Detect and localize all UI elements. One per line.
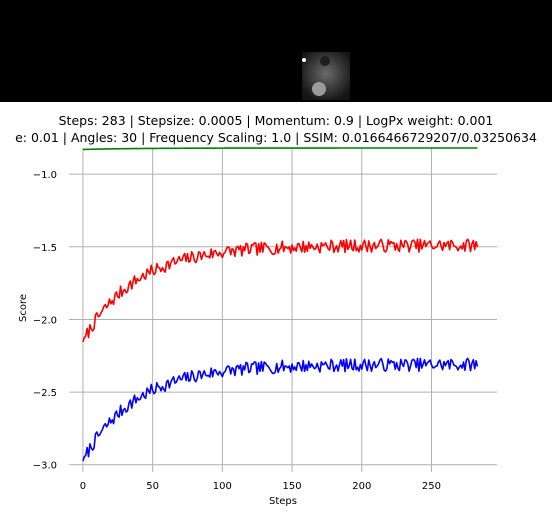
y-axis-label: Score xyxy=(18,294,29,322)
series-line-0 xyxy=(82,147,478,151)
x-tick-label: 150 xyxy=(283,481,302,492)
x-tick-label: 100 xyxy=(213,481,232,492)
y-tick-label: −2.0 xyxy=(33,315,57,326)
x-tick-label: 50 xyxy=(146,481,159,492)
x-axis-label: Steps xyxy=(269,496,297,507)
series-line-1 xyxy=(82,238,479,343)
chart-title-line-2: e: 0.01 | Angles: 30 | Frequency Scaling… xyxy=(15,130,537,145)
x-tick-label: 0 xyxy=(80,481,86,492)
x-tick-label: 200 xyxy=(352,481,371,492)
image-strip xyxy=(0,0,552,102)
y-tick-label: −3.0 xyxy=(33,461,57,472)
series-line-2 xyxy=(82,357,479,462)
y-tick-label: −2.5 xyxy=(33,388,57,399)
x-tick-label: 250 xyxy=(422,481,441,492)
y-tick-label: −1.0 xyxy=(33,170,57,181)
reconstruction-thumbnail xyxy=(302,52,350,100)
chart-title-line-1: Steps: 283 | Stepsize: 0.0005 | Momentum… xyxy=(58,113,494,128)
y-tick-label: −1.5 xyxy=(33,243,57,254)
